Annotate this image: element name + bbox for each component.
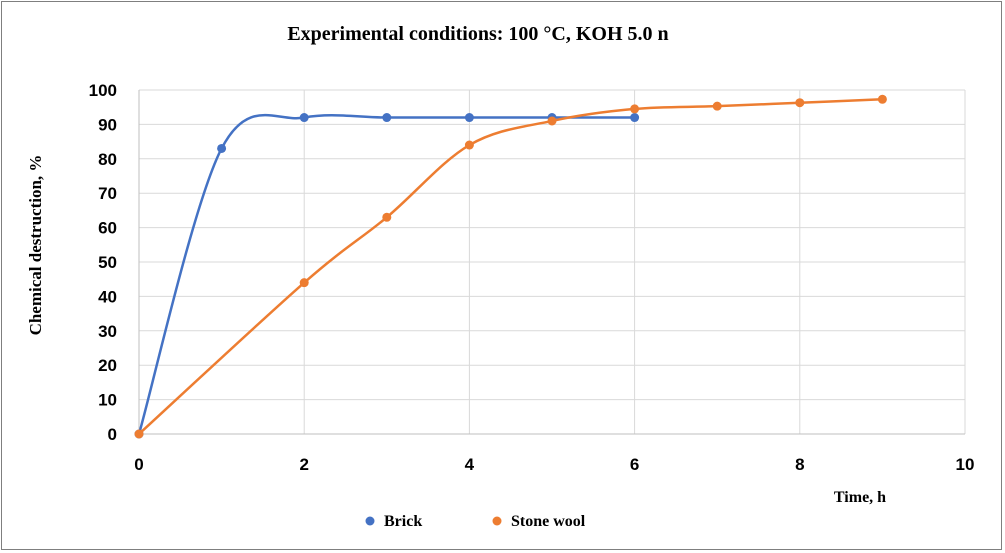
x-tick-label: 0 bbox=[134, 455, 143, 474]
data-point-brick bbox=[464, 113, 474, 123]
data-point-stone-wool bbox=[464, 140, 474, 150]
y-tick-label: 90 bbox=[98, 115, 117, 134]
series-line-brick bbox=[137, 113, 635, 435]
gridlines bbox=[139, 89, 966, 434]
y-tick-label: 10 bbox=[98, 391, 117, 410]
data-point-stone-wool bbox=[382, 212, 392, 222]
x-axis-label: Time, h bbox=[834, 489, 886, 506]
series-stone-wool bbox=[134, 94, 887, 439]
legend-label-brick: Brick bbox=[384, 513, 422, 530]
legend-label-stone-wool: Stone wool bbox=[511, 513, 586, 530]
data-point-brick bbox=[382, 113, 392, 123]
y-tick-label: 40 bbox=[98, 287, 117, 306]
y-axis-label: Chemical destruction, % bbox=[26, 155, 45, 336]
series-brick bbox=[134, 113, 640, 439]
data-point-stone-wool bbox=[134, 429, 144, 439]
data-point-stone-wool bbox=[299, 278, 309, 288]
x-tick-label: 2 bbox=[299, 455, 308, 474]
data-point-brick bbox=[630, 113, 640, 123]
y-tick-label: 20 bbox=[98, 356, 117, 375]
x-tick-label: 8 bbox=[795, 455, 804, 474]
data-point-stone-wool bbox=[795, 98, 805, 108]
series-line-stone-wool bbox=[138, 98, 883, 435]
y-tick-label: 100 bbox=[89, 81, 117, 100]
y-tick-label: 50 bbox=[98, 253, 117, 272]
x-tick-labels: 0 2 4 6 8 10 bbox=[134, 455, 974, 474]
data-point-stone-wool bbox=[712, 101, 722, 111]
legend-marker-brick bbox=[365, 516, 375, 526]
y-tick-label: 30 bbox=[98, 322, 117, 341]
data-point-brick bbox=[299, 113, 309, 123]
y-tick-label: 60 bbox=[98, 219, 117, 238]
legend: Brick Stone wool bbox=[365, 513, 586, 530]
data-point-stone-wool bbox=[630, 104, 640, 114]
legend-item-stone-wool: Stone wool bbox=[492, 513, 586, 530]
legend-item-brick: Brick bbox=[365, 513, 422, 530]
legend-marker-stone-wool bbox=[492, 516, 502, 526]
chart-title: Experimental conditions: 100 °C, KOH 5.0… bbox=[287, 23, 668, 45]
series bbox=[134, 94, 887, 439]
y-tick-labels: 0 10 20 30 40 50 60 70 80 90 100 bbox=[89, 81, 117, 444]
x-tick-label: 10 bbox=[956, 455, 975, 474]
axes bbox=[138, 90, 965, 435]
data-point-stone-wool bbox=[547, 116, 557, 126]
x-tick-label: 4 bbox=[465, 455, 475, 474]
y-tick-label: 70 bbox=[98, 184, 117, 203]
y-tick-label: 0 bbox=[108, 425, 117, 444]
data-point-stone-wool bbox=[877, 94, 887, 104]
data-point-brick bbox=[217, 143, 227, 153]
x-tick-label: 6 bbox=[630, 455, 639, 474]
y-tick-label: 80 bbox=[98, 150, 117, 169]
